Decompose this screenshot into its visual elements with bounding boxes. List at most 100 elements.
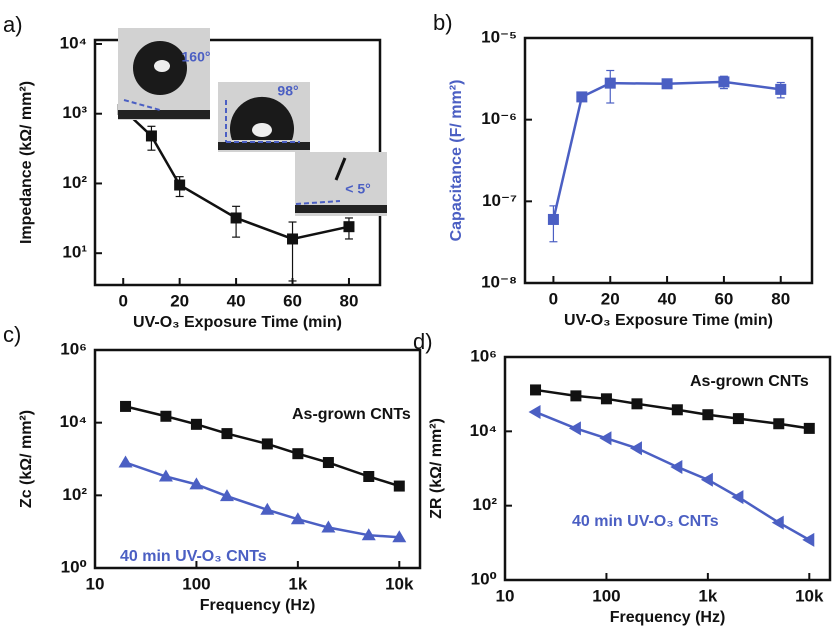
marker [731, 490, 744, 505]
marker [118, 455, 133, 468]
marker [393, 480, 405, 492]
plot-frame [93, 348, 422, 570]
marker [547, 213, 559, 225]
marker [219, 489, 234, 502]
marker [670, 459, 683, 474]
marker [361, 528, 376, 541]
marker [145, 130, 157, 142]
x-tick-label: 10 [496, 586, 515, 605]
y-tick-label: 10¹ [62, 243, 87, 262]
marker [773, 418, 785, 430]
y-tick-label: 10⁰ [471, 569, 497, 588]
marker [287, 233, 299, 245]
y-tick-label: 10⁻⁵ [481, 27, 517, 46]
y-tick-label: 10⁴ [470, 421, 497, 440]
y-axis-label: ZR (kΩ/ mm²) [428, 418, 445, 519]
y-tick-label: 10⁻⁸ [481, 272, 517, 291]
marker [174, 179, 186, 191]
series-label: 40 min UV-O₃ CNTs [120, 548, 267, 565]
marker [120, 400, 132, 412]
marker [661, 78, 673, 90]
marker [604, 77, 616, 89]
x-tick-label: 20 [601, 289, 620, 308]
y-tick-label: 10⁶ [470, 346, 497, 365]
x-tick-label: 60 [283, 291, 302, 310]
marker [290, 512, 305, 525]
y-axis-label: Zc (kΩ/ mm²) [18, 410, 35, 508]
x-axis-label: Frequency (Hz) [610, 609, 726, 626]
marker [775, 83, 787, 95]
marker [600, 393, 612, 405]
marker [189, 477, 204, 490]
x-tick-label: 1k [698, 586, 717, 605]
marker [530, 384, 542, 396]
x-tick-label: 40 [658, 289, 677, 308]
marker [221, 428, 233, 440]
x-axis-label: UV-O₃ Exposure Time (min) [133, 314, 342, 331]
marker [230, 212, 242, 224]
plot-frame [523, 36, 814, 285]
marker [802, 532, 815, 547]
marker [700, 472, 713, 487]
marker [363, 470, 375, 482]
x-tick-label: 60 [714, 289, 733, 308]
marker [261, 438, 273, 450]
marker [599, 431, 612, 446]
y-tick-label: 10³ [62, 103, 87, 122]
marker [158, 469, 173, 482]
x-tick-label: 20 [170, 291, 189, 310]
marker [292, 448, 304, 460]
plot-frame [503, 355, 832, 582]
marker [803, 422, 815, 434]
annotation: 160° [182, 49, 211, 65]
marker [190, 418, 202, 430]
x-axis-label: UV-O₃ Exposure Time (min) [564, 312, 773, 329]
marker [260, 502, 275, 515]
x-tick-label: 100 [592, 586, 620, 605]
marker [771, 515, 784, 530]
x-tick-label: 1k [288, 574, 307, 593]
y-tick-label: 10² [62, 485, 87, 504]
marker [671, 404, 683, 416]
x-tick-label: 10 [86, 574, 105, 593]
marker [631, 398, 643, 410]
panel-label: b) [433, 10, 453, 35]
x-tick-label: 0 [549, 289, 558, 308]
series-label: As-grown CNTs [690, 373, 809, 390]
marker [568, 421, 581, 436]
series-label: As-grown CNTs [292, 406, 411, 423]
y-tick-label: 10⁶ [60, 339, 87, 358]
marker [718, 76, 730, 88]
marker [570, 390, 582, 402]
x-axis-label: Frequency (Hz) [200, 597, 316, 614]
marker [321, 520, 336, 533]
panel-label: c) [3, 322, 21, 347]
marker [160, 410, 172, 422]
y-tick-label: 10⁴ [60, 33, 87, 52]
x-tick-label: 100 [182, 574, 210, 593]
marker [629, 441, 642, 456]
marker [392, 530, 407, 543]
x-tick-label: 80 [339, 291, 358, 310]
series-label: 40 min UV-O₃ CNTs [572, 513, 719, 530]
x-tick-label: 80 [771, 289, 790, 308]
marker [322, 457, 334, 469]
marker [732, 413, 744, 425]
x-tick-label: 40 [227, 291, 246, 310]
marker [343, 221, 355, 233]
x-tick-label: 0 [118, 291, 127, 310]
x-tick-label: 10k [385, 574, 414, 593]
marker [576, 91, 588, 103]
marker [702, 409, 714, 421]
annotation: 98° [277, 83, 298, 99]
y-tick-label: 10² [472, 495, 497, 514]
series-line [552, 80, 781, 220]
y-tick-label: 10² [62, 173, 87, 192]
y-tick-label: 10⁰ [61, 557, 87, 576]
y-axis-label: Impedance (kΩ/ mm²) [18, 81, 35, 244]
y-tick-label: 10⁻⁶ [481, 109, 517, 128]
marker [528, 405, 541, 420]
y-tick-label: 10⁴ [60, 412, 87, 431]
inset-images [118, 28, 387, 216]
